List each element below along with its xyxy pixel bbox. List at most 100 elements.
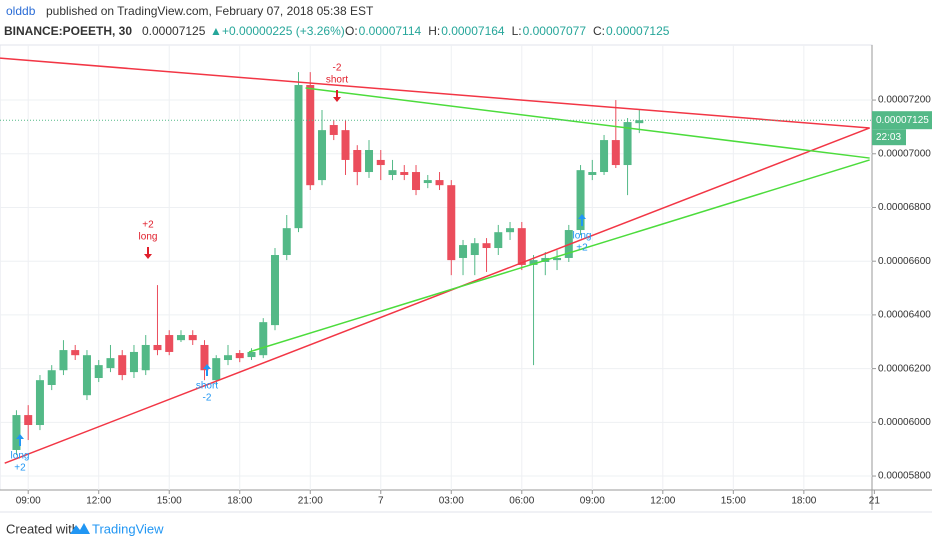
symbol: BINANCE:POEETH, 30: [4, 24, 132, 38]
candle-body: [553, 257, 562, 261]
candle-body: [259, 322, 268, 356]
candle-body: [623, 122, 632, 166]
candle-body: [459, 245, 468, 258]
candle-body: [94, 365, 103, 379]
logo: [70, 523, 90, 534]
signal-arrow: [144, 247, 152, 259]
signal-arrow: [203, 364, 211, 376]
signal-amount: -2: [333, 63, 342, 74]
candle-body: [447, 185, 456, 261]
candle-body: [423, 180, 432, 184]
candle-body: [529, 260, 538, 265]
x-tick-label: 06:00: [509, 496, 534, 507]
candle-body: [24, 415, 33, 426]
signal-text: long: [139, 232, 158, 243]
candle-body: [600, 140, 609, 173]
y-tick-label: 0.00007200: [878, 95, 931, 106]
ohlc-value: 0.00007164: [441, 24, 505, 38]
candle-body: [435, 180, 444, 186]
ohlc-key: C:: [593, 24, 605, 38]
candle-body: [588, 172, 597, 175]
candle-body: [59, 350, 68, 371]
candle-body: [129, 351, 138, 373]
up-arrow: ▲: [210, 24, 222, 38]
signal-amount: +2: [14, 463, 26, 474]
candle-body: [306, 85, 315, 186]
x-tick-label: 15:00: [157, 496, 182, 507]
x-tick-label: 7: [378, 496, 384, 507]
candle-body: [341, 130, 350, 160]
candle-body: [71, 350, 80, 356]
candle-body: [611, 140, 620, 166]
candle-body: [388, 170, 397, 175]
signal-amount: +2: [576, 243, 588, 254]
price: 0.00007125: [142, 24, 206, 38]
y-tick-label: 0.00006000: [878, 417, 931, 428]
plot-frame: [0, 44, 873, 491]
last-price-box: [872, 111, 932, 130]
x-tick-label: 09:00: [16, 496, 41, 507]
candle-body: [576, 170, 585, 231]
candle-body: [200, 344, 209, 371]
candle-body: [318, 130, 327, 181]
x-tick-label: 12:00: [650, 496, 675, 507]
header: olddb published on TradingView.com, Febr…: [4, 4, 374, 38]
signal-text: short: [196, 381, 218, 392]
candle-body: [35, 380, 44, 426]
candle-body: [165, 335, 174, 352]
footer-created: Created with: [6, 521, 79, 536]
signal-amount: -2: [203, 393, 212, 404]
candle-body: [223, 355, 232, 361]
grid: [0, 45, 872, 490]
trend-line: [0, 57, 870, 129]
candle-body: [494, 232, 503, 249]
x-tick-label: 03:00: [439, 496, 464, 507]
signal-arrow: [333, 90, 341, 102]
signal-arrow: [578, 214, 586, 226]
candle-body: [153, 344, 162, 351]
x-tick-label: 15:00: [721, 496, 746, 507]
candle-body: [82, 355, 91, 396]
candle-body: [400, 172, 409, 175]
change: +0.00000225 (+3.26%): [222, 24, 345, 38]
signal-text: long: [573, 231, 592, 242]
candle-body: [353, 150, 362, 173]
candle-body: [365, 150, 374, 173]
x-tick-label: 12:00: [86, 496, 111, 507]
candle-body: [412, 172, 421, 191]
candle-body: [517, 228, 526, 265]
footer-brand: TradingView: [92, 521, 164, 536]
candle-body: [235, 353, 244, 359]
candle-body: [635, 120, 644, 124]
candle-body: [470, 243, 479, 256]
x-tick-label: 21: [869, 496, 881, 507]
candle-body: [12, 415, 21, 450]
trend-line: [248, 159, 870, 353]
signal-text: long: [11, 451, 30, 462]
y-tick-label: 0.00006600: [878, 256, 931, 267]
y-tick-label: 0.00006800: [878, 202, 931, 213]
candle-body: [176, 335, 185, 341]
candle-body: [188, 335, 197, 341]
x-tick-label: 21:00: [298, 496, 323, 507]
candle-body: [282, 228, 291, 256]
candle-body: [329, 125, 338, 135]
x-tick-label: 09:00: [580, 496, 605, 507]
ohlc-key: L:: [512, 24, 522, 38]
signal-arrow: [16, 434, 24, 446]
candle-body: [47, 370, 56, 385]
candle-body: [106, 358, 115, 369]
candle-body: [376, 159, 385, 166]
signal-text: short: [326, 75, 348, 86]
y-tick-label: 0.00007000: [878, 148, 931, 159]
trend-line: [4, 127, 870, 464]
published: published on TradingView.com, February 0…: [46, 4, 374, 18]
candle-body: [294, 85, 303, 229]
candle-body: [141, 344, 150, 371]
y-tick-label: 0.00006400: [878, 310, 931, 321]
x-tick-label: 18:00: [227, 496, 252, 507]
signal-amount: +2: [142, 220, 154, 231]
x-tick-label: 18:00: [791, 496, 816, 507]
candle-body: [482, 243, 491, 249]
